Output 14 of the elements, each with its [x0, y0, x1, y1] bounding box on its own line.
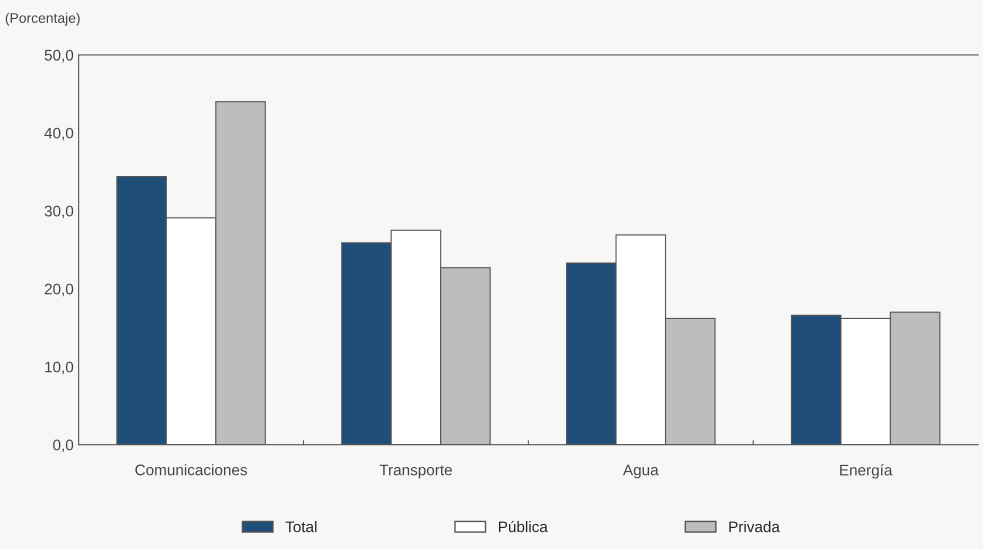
- y-tick-label: 0,0: [53, 440, 74, 452]
- legend-label: Pública: [498, 520, 548, 532]
- x-tick-label: Transporte: [380, 464, 452, 478]
- y-tick-label: 50,0: [44, 50, 74, 62]
- y-axis-title: (Porcentaje): [6, 12, 80, 26]
- y-tick-label: 40,0: [44, 128, 74, 140]
- legend-label: Total: [286, 521, 316, 532]
- y-tick-label: 10,0: [45, 362, 74, 374]
- x-tick-label: Energía: [840, 464, 892, 479]
- x-tick-label: Agua: [622, 464, 659, 478]
- legend-label: Privada: [729, 521, 780, 532]
- y-tick-label: 20,0: [44, 284, 74, 296]
- y-tick-label: 30,0: [44, 206, 74, 218]
- x-tick-label: Comunicaciones: [135, 464, 247, 476]
